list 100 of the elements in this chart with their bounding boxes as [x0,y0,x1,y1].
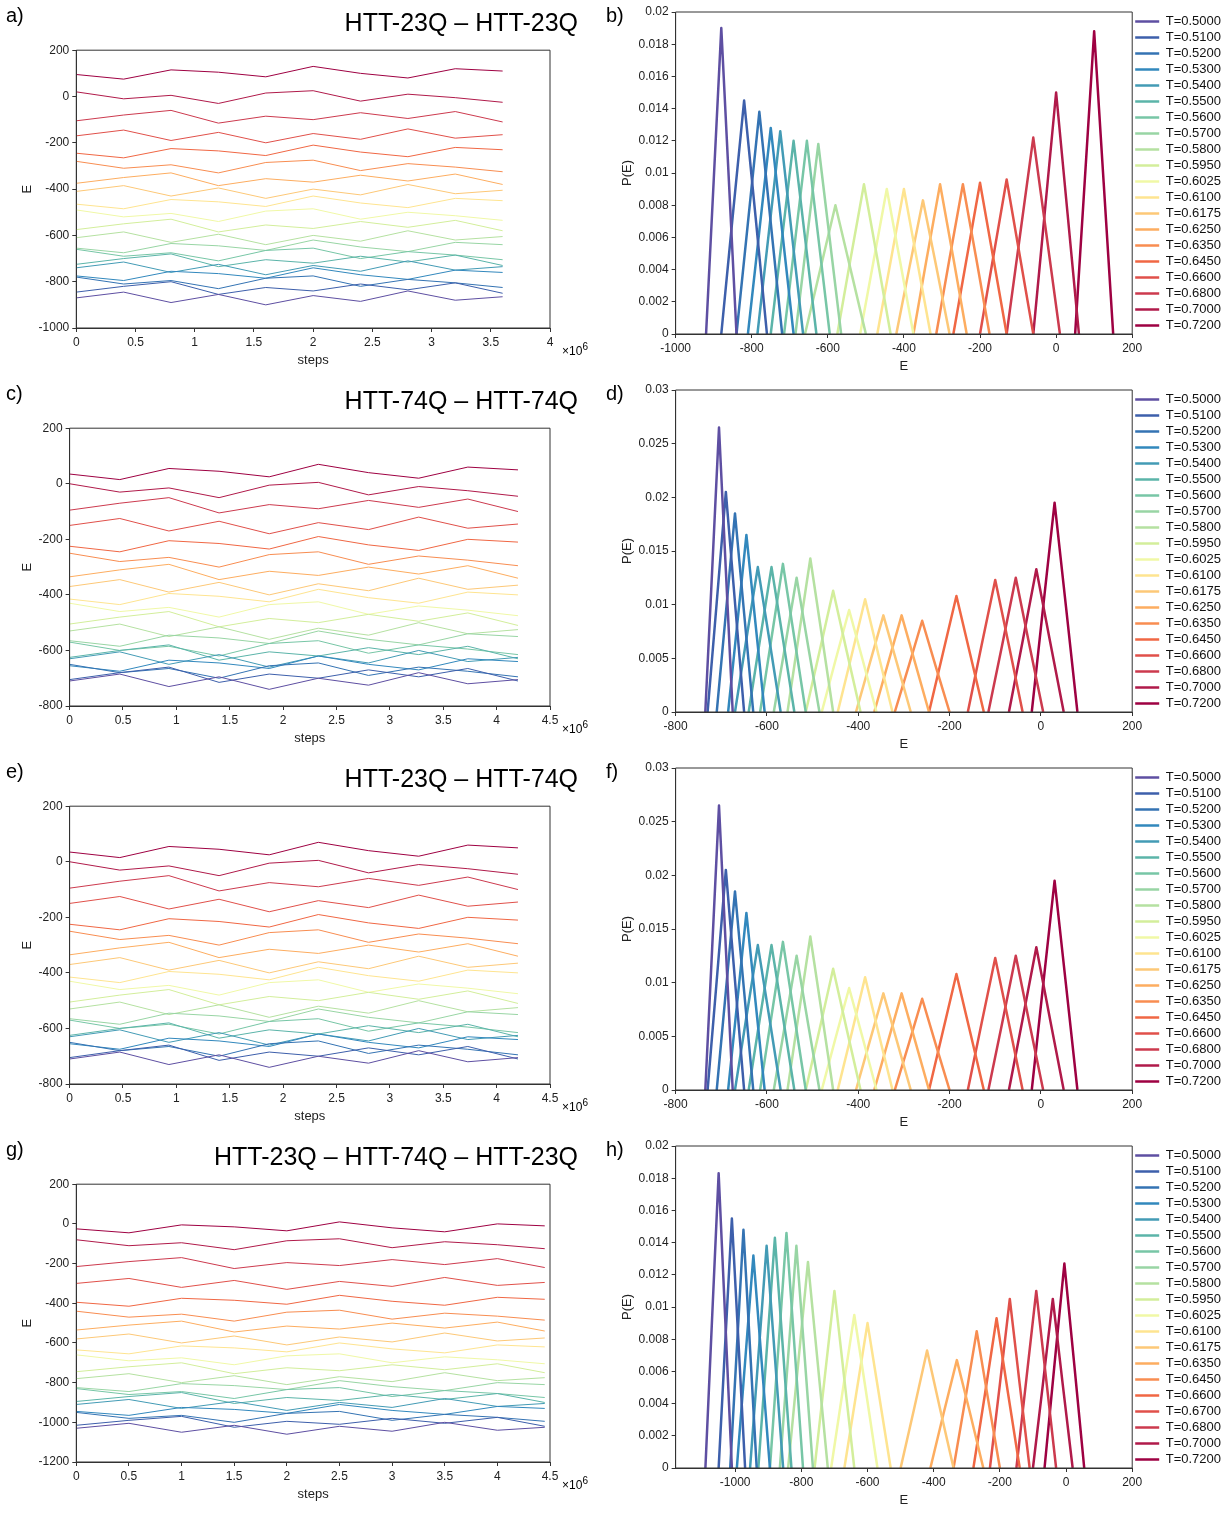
y-tick-label: 200 [42,798,63,813]
x-tick-label: 4.5 [541,712,559,727]
y-tick-label: 0.004 [638,1395,669,1410]
y-tick-label: 200 [49,42,70,57]
y-tick-label: 0.03 [645,382,669,397]
y-tick-label: 0 [62,1216,70,1231]
legend-label: T=0.6025 [1165,929,1221,945]
x-tick-label: 2 [283,1468,291,1483]
legend-label: T=0.5950 [1165,1291,1221,1307]
y-tick-label: 0.015 [638,543,669,558]
legend-label: T=0.7200 [1165,695,1221,711]
legend-label: T=0.5600 [1165,487,1221,503]
y-tick-label: 0.02 [645,867,669,882]
x-tick-label: -1000 [719,1474,751,1489]
legend-label: T=0.5500 [1165,849,1221,865]
y-axis-title: P(E) [619,538,635,564]
legend-label: T=0.5100 [1165,1163,1221,1179]
legend-label: T=0.5200 [1165,801,1221,817]
y-tick-label: -400 [45,181,70,196]
y-tick-label: -800 [45,274,70,289]
text: f) [606,760,619,783]
y-tick-label: -1200 [38,1454,70,1469]
x-tick-label: -400 [921,1474,947,1489]
text: c) [6,382,23,405]
y-tick-label: 0 [62,88,70,103]
x-axis-title: E [899,357,909,373]
legend-label: T=0.5300 [1165,439,1221,455]
y-tick-label: 0.016 [638,68,669,83]
y-tick-label: 200 [49,1176,70,1191]
y-tick-label: -200 [45,135,70,150]
y-tick-label: 0.03 [645,760,669,775]
y-tick-label: 0.014 [638,100,669,115]
x-tick-label: 2.5 [328,712,346,727]
legend-label: T=0.6600 [1165,269,1221,285]
legend-label: T=0.6175 [1165,583,1221,599]
legend-label: T=0.5300 [1165,1195,1221,1211]
chart-title: HTT-23Q – HTT-23Q [344,8,578,37]
legend-label: T=0.5500 [1165,471,1221,487]
x-axis-title: steps [297,351,330,367]
x-tick-label: 0 [72,1468,80,1483]
x-tick-label: -200 [968,340,993,355]
legend-label: T=0.6350 [1165,237,1221,253]
y-tick-label: 0.02 [645,489,669,504]
legend-label: T=0.5300 [1165,61,1221,77]
y-tick-label: -400 [38,965,63,980]
x-tick-label: -400 [891,340,917,355]
legend-label: T=0.5400 [1165,455,1221,471]
legend-label: T=0.5000 [1165,1147,1221,1163]
legend-label: T=0.5800 [1165,897,1221,913]
y-tick-label: -400 [45,1295,70,1310]
x-tick-label: 3.5 [434,712,452,727]
legend-label: T=0.5950 [1165,535,1221,551]
legend-label: T=0.6450 [1165,253,1221,269]
x-tick-label: -600 [815,340,841,355]
y-tick-label: 0.008 [638,197,669,212]
legend-label: T=0.5950 [1165,157,1221,173]
legend-label: T=0.7000 [1165,679,1221,695]
x-tick-label: 0 [1052,340,1060,355]
y-tick-label: 0.012 [638,1267,669,1282]
legend-label: T=0.5600 [1165,109,1221,125]
y-tick-label: 0.005 [638,650,669,665]
x-tick-label: 2.5 [331,1468,349,1483]
chart-title: HTT-23Q – HTT-74Q [344,764,578,793]
x-tick-label: -200 [937,1096,962,1111]
x-tick-label: 2 [279,1090,287,1105]
legend-label: T=0.6250 [1165,599,1221,615]
x-tick-label: 1.5 [245,334,263,349]
legend-label: T=0.6025 [1165,1307,1221,1323]
x-tick-label: 200 [1122,1474,1143,1489]
y-axis-title: E [19,940,35,950]
x-tick-label: 1.5 [221,1090,239,1105]
x-tick-label: 200 [1122,718,1143,733]
legend-label: T=0.5100 [1165,29,1221,45]
legend-label: T=0.5300 [1165,817,1221,833]
y-tick-label: 0.008 [638,1331,669,1346]
x-tick-label: 3.5 [482,334,500,349]
x-axis-title: steps [297,1485,330,1501]
y-axis-title: E [19,1318,35,1328]
y-tick-label: 0.01 [645,1299,669,1314]
chart-title: HTT-23Q – HTT-74Q – HTT-23Q [214,1142,578,1171]
y-tick-label: 0.01 [645,165,669,180]
legend-label: T=0.5100 [1165,785,1221,801]
y-tick-label: 0.01 [645,596,669,611]
y-tick-label: 0.002 [638,294,669,309]
legend-label: T=0.6800 [1165,1419,1221,1435]
x-tick-label: -800 [789,1474,814,1489]
y-tick-label: -800 [38,698,63,713]
legend-label: T=0.7200 [1165,317,1221,333]
x-tick-label: 4 [493,712,501,727]
x-tick-label: 0 [1037,1096,1045,1111]
legend-label: T=0.5400 [1165,833,1221,849]
x-tick-label: 2.5 [328,1090,346,1105]
x-axis-title: steps [294,1107,326,1123]
legend-label: T=0.6100 [1165,567,1221,583]
legend-label: T=0.6350 [1165,1355,1221,1371]
x-tick-label: 3 [386,712,394,727]
legend-label: T=0.6450 [1165,1371,1221,1387]
legend-label: T=0.6250 [1165,221,1221,237]
x-tick-label: -400 [846,718,871,733]
x-tick-label: 0 [1037,718,1045,733]
